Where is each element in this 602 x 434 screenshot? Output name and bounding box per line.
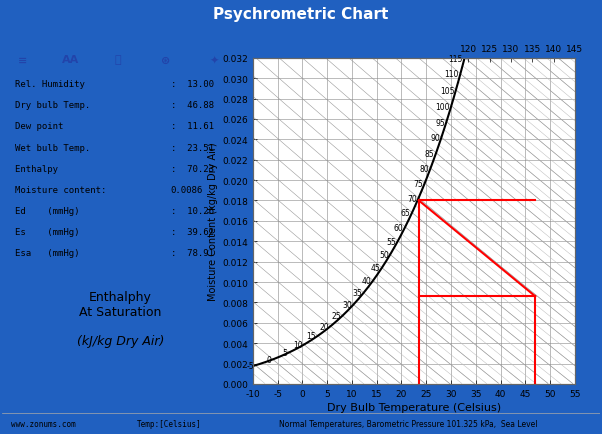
Text: Enthalphy
At Saturation: Enthalphy At Saturation [79, 290, 161, 318]
Text: 55: 55 [386, 237, 396, 246]
Text: :  39.62: : 39.62 [171, 227, 214, 237]
Text: Moisture content:: Moisture content: [15, 185, 107, 194]
Text: 35: 35 [352, 289, 362, 298]
Text: 65: 65 [401, 209, 411, 218]
Text: :  11.61: : 11.61 [171, 122, 214, 131]
Text: 45: 45 [371, 263, 380, 273]
Text: :  78.91: : 78.91 [171, 249, 214, 258]
Text: 30: 30 [342, 300, 352, 309]
Text: 115: 115 [448, 54, 463, 63]
Text: Normal Temperatures, Barometric Pressure 101.325 kPa,  Sea Level: Normal Temperatures, Barometric Pressure… [279, 419, 538, 428]
Text: 50: 50 [379, 250, 389, 260]
Text: :  13.00: : 13.00 [171, 80, 214, 89]
Text: :  46.88: : 46.88 [171, 101, 214, 110]
Text: 15: 15 [306, 332, 316, 341]
Text: 40: 40 [362, 276, 371, 286]
Text: Dew point: Dew point [15, 122, 107, 131]
Text: Rel. Humidity: Rel. Humidity [15, 80, 107, 89]
Text: 110: 110 [444, 70, 459, 79]
Text: Esa   (mmHg): Esa (mmHg) [15, 249, 107, 258]
Text: 105: 105 [440, 86, 455, 95]
Text: :  23.51: : 23.51 [171, 143, 214, 152]
Text: 20: 20 [320, 322, 329, 331]
Text: :  10.26: : 10.26 [171, 207, 214, 216]
Text: Psychrometric Chart: Psychrometric Chart [213, 7, 389, 22]
Text: Wet bulb Temp.: Wet bulb Temp. [15, 143, 107, 152]
Text: :  70.23: : 70.23 [171, 164, 214, 173]
Text: Enthalpy: Enthalpy [15, 164, 107, 173]
Text: 10: 10 [293, 340, 302, 349]
Text: ⊛: ⊛ [161, 56, 171, 65]
Text: 60: 60 [394, 223, 403, 232]
Text: -5: -5 [246, 361, 254, 370]
Text: AA: AA [61, 56, 79, 65]
Text: www.zonums.com: www.zonums.com [11, 419, 75, 428]
Text: 85: 85 [425, 149, 435, 158]
Text: 70: 70 [407, 194, 417, 203]
Text: 25: 25 [331, 312, 341, 320]
Text: Dry bulb Temp.: Dry bulb Temp. [15, 101, 107, 110]
Text: 100: 100 [435, 102, 450, 112]
Text: Temp:[Celsius]: Temp:[Celsius] [137, 419, 202, 428]
Text: ✦: ✦ [209, 56, 219, 65]
Text: ⧉: ⧉ [115, 56, 122, 65]
Text: Ed    (mmHg): Ed (mmHg) [15, 207, 107, 216]
Text: ≡: ≡ [17, 56, 26, 65]
Y-axis label: Moisture Content (kg/kg Dry Air): Moisture Content (kg/kg Dry Air) [208, 142, 218, 300]
Text: 90: 90 [430, 134, 440, 143]
Text: Es    (mmHg): Es (mmHg) [15, 227, 107, 237]
Text: 80: 80 [420, 164, 429, 173]
Text: 95: 95 [435, 118, 445, 127]
X-axis label: Dry Bulb Temperature (Celsius): Dry Bulb Temperature (Celsius) [327, 402, 501, 412]
Text: 75: 75 [414, 180, 423, 189]
Text: (kJ/kg Dry Air): (kJ/kg Dry Air) [76, 334, 164, 347]
Text: 5: 5 [282, 348, 287, 357]
Text: 0: 0 [267, 355, 272, 364]
Text: 0.0086: 0.0086 [171, 185, 203, 194]
